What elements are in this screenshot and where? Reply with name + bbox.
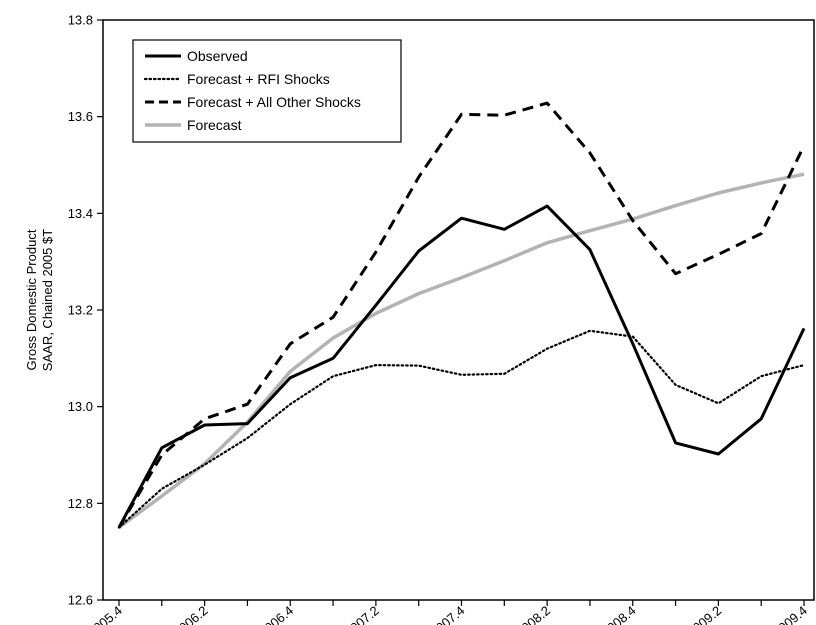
legend-label: Forecast xyxy=(187,117,242,133)
y-tick-label: 12.6 xyxy=(68,593,93,608)
legend-label: Forecast + All Other Shocks xyxy=(187,94,361,110)
y-axis: 12.6 12.8 13.0 13.2 13.4 13.6 13.8 xyxy=(68,13,103,608)
x-tick-label: 2007.2 xyxy=(342,603,382,625)
y-axis-title-line: SAAR, Chained 2005 $T xyxy=(40,229,55,371)
x-tick-label: 2009.4 xyxy=(770,603,810,625)
legend-label: Forecast + RFI Shocks xyxy=(187,71,330,87)
series-line-forecast-all-other-shocks xyxy=(117,101,806,529)
series-layer xyxy=(117,101,806,529)
x-axis: 2005.4 2006.2 2006.4 2007.2 2007.4 2008.2 2008… xyxy=(85,600,810,625)
y-tick-label: 13.0 xyxy=(68,399,93,414)
series-line-observed xyxy=(117,204,806,529)
x-tick-label: 2009.2 xyxy=(684,603,724,625)
legend-label: Observed xyxy=(187,48,248,64)
y-axis-title-line: Gross Domestic Product xyxy=(24,229,39,370)
y-tick-label: 13.4 xyxy=(68,206,93,221)
x-tick-label: 2006.2 xyxy=(170,603,210,625)
y-tick-label: 13.6 xyxy=(68,109,93,124)
y-tick-label: 13.2 xyxy=(68,303,93,318)
y-tick-label: 13.8 xyxy=(68,13,93,28)
x-tick-label: 2008.2 xyxy=(513,603,553,625)
y-axis-title: Gross Domestic ProductSAAR, Chained 2005… xyxy=(24,229,55,371)
series-line-forecast xyxy=(117,172,805,529)
x-tick-label: 2006.4 xyxy=(256,603,296,625)
series-line-forecast-rfi-shocks xyxy=(117,329,806,529)
legend: Observed Forecast + RFI Shocks Forecast + … xyxy=(132,39,402,143)
x-tick-label: 2008.4 xyxy=(599,603,639,625)
x-tick-label: 2007.4 xyxy=(427,603,467,625)
y-tick-label: 12.8 xyxy=(68,496,93,511)
